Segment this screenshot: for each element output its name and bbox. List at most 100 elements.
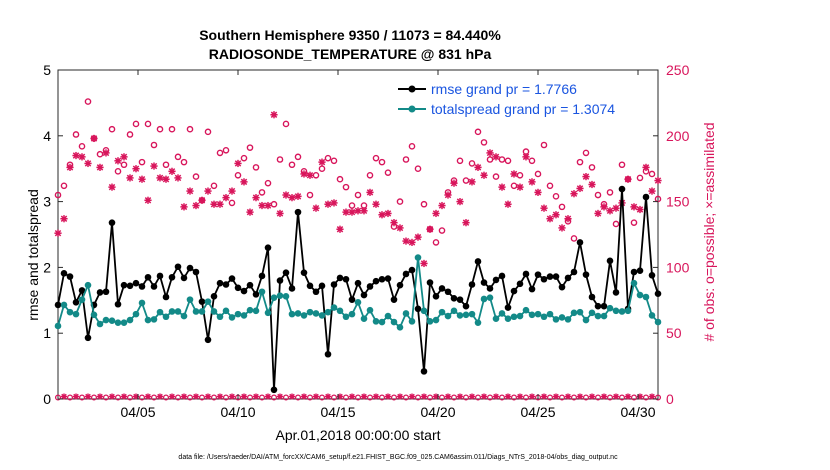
obs-rejected-point (306, 394, 314, 401)
obs-assimilated-point (474, 163, 482, 171)
obs-possible-point (78, 143, 86, 150)
obs-assimilated-stroke (132, 165, 140, 172)
obs-assimilated-stroke (438, 202, 446, 209)
obs-assimilated-stroke (90, 135, 98, 142)
x-tick-label: 04/25 (520, 404, 555, 420)
totalspread-point (570, 309, 578, 317)
obs-possible-point (240, 154, 248, 162)
rmse-point (114, 300, 122, 308)
totalspread-point (426, 318, 434, 325)
obs-possible-point (72, 131, 80, 138)
obs-assimilated-stroke (120, 153, 128, 161)
obs-possible-point (192, 173, 200, 180)
obs-possible-point (582, 149, 590, 157)
obs-assimilated-stroke (648, 187, 656, 195)
obs-rejected-stroke (505, 393, 511, 400)
obs-assimilated-stroke (534, 189, 542, 196)
obs-rejected-point (342, 394, 350, 401)
obs-rejected-stroke (313, 393, 319, 400)
totalspread-point (534, 310, 542, 318)
obs-possible-point (558, 203, 566, 211)
obs-assimilated-stroke (168, 168, 176, 175)
obs-rejected-point (474, 394, 482, 401)
obs-assimilated-stroke (60, 215, 68, 222)
obs-possible-point (612, 220, 620, 228)
obs-assimilated-stroke (300, 170, 308, 178)
obs-rejected-assimilated-point (565, 393, 571, 400)
obs-assimilated-stroke (102, 149, 110, 157)
rmse-point (132, 279, 140, 287)
obs-rejected-point (174, 394, 182, 401)
obs-rejected-assimilated-point (397, 393, 403, 400)
obs-rejected-point (462, 394, 470, 401)
obs-rejected-stroke (601, 393, 607, 400)
rmse-point (348, 296, 356, 303)
totalspread-point (240, 312, 248, 319)
obs-assimilated-stroke (636, 206, 644, 213)
obs-rejected-assimilated-point (241, 393, 247, 400)
obs-assimilated-stroke (642, 164, 650, 171)
x-tick-label: 04/15 (320, 404, 355, 420)
obs-assimilated-point (156, 174, 164, 182)
totalspread-point (60, 301, 68, 309)
obs-assimilated-stroke (546, 215, 554, 222)
obs-assimilated-point (234, 159, 242, 168)
obs-rejected-assimilated-point (613, 393, 619, 400)
obs-rejected-point (222, 394, 230, 401)
totalspread-point (264, 309, 272, 317)
obs-assimilated-stroke (240, 178, 248, 186)
obs-assimilated-point (582, 172, 590, 181)
obs-assimilated-point (324, 200, 332, 208)
totalspread-point (480, 295, 488, 303)
obs-assimilated-stroke (528, 178, 536, 186)
obs-assimilated-point (294, 192, 302, 200)
obs-possible-point (174, 153, 182, 161)
obs-rejected-stroke (385, 393, 391, 400)
obs-rejected-point (270, 394, 278, 401)
obs-rejected-point (114, 394, 122, 401)
obs-possible-point (246, 144, 254, 151)
obs-assimilated-stroke (492, 153, 500, 161)
obs-assimilated-stroke (258, 202, 266, 209)
obs-assimilated-point (504, 200, 512, 208)
obs-assimilated-point (348, 208, 356, 216)
obs-rejected-assimilated-point (445, 393, 451, 400)
rmse-point (360, 291, 368, 299)
obs-assimilated-stroke (504, 201, 512, 208)
totalspread-point (324, 308, 332, 316)
obs-assimilated-point (186, 187, 194, 195)
obs-possible-point (432, 239, 440, 246)
rmse-point (468, 281, 476, 288)
totalspread-point (354, 298, 362, 306)
totalspread-point (312, 310, 320, 317)
obs-assimilated-stroke (348, 208, 356, 216)
obs-rejected-assimilated-point (481, 393, 487, 400)
rmse-point (108, 219, 116, 226)
obs-rejected-point (570, 394, 578, 401)
obs-possible-point (396, 198, 404, 205)
legend-box (398, 80, 654, 120)
obs-rejected-stroke (289, 393, 295, 400)
totalspread-point (162, 313, 170, 321)
obs-assimilated-stroke (210, 201, 218, 208)
obs-rejected-assimilated-point (109, 393, 115, 400)
obs-rejected-stroke (565, 393, 571, 400)
y-left-tick-label: 1 (43, 325, 51, 341)
obs-rejected-point (102, 394, 110, 401)
obs-possible-point (378, 158, 386, 166)
obs-rejected-stroke (349, 393, 355, 400)
totalspread-point (78, 296, 86, 303)
totalspread-point (228, 314, 236, 321)
obs-assimilated-point (282, 191, 290, 199)
obs-assimilated-point (90, 134, 98, 143)
obs-rejected-assimilated-point (349, 393, 355, 400)
obs-assimilated-stroke (294, 193, 302, 200)
rmse-point (384, 275, 392, 282)
obs-assimilated-point (192, 201, 200, 210)
obs-rejected-assimilated-point (73, 393, 79, 400)
totalspread-point (216, 313, 224, 321)
obs-possible-point (138, 158, 146, 166)
obs-possible-point (480, 139, 488, 146)
obs-assimilated-stroke (630, 203, 638, 211)
totalspread-point (276, 292, 284, 299)
